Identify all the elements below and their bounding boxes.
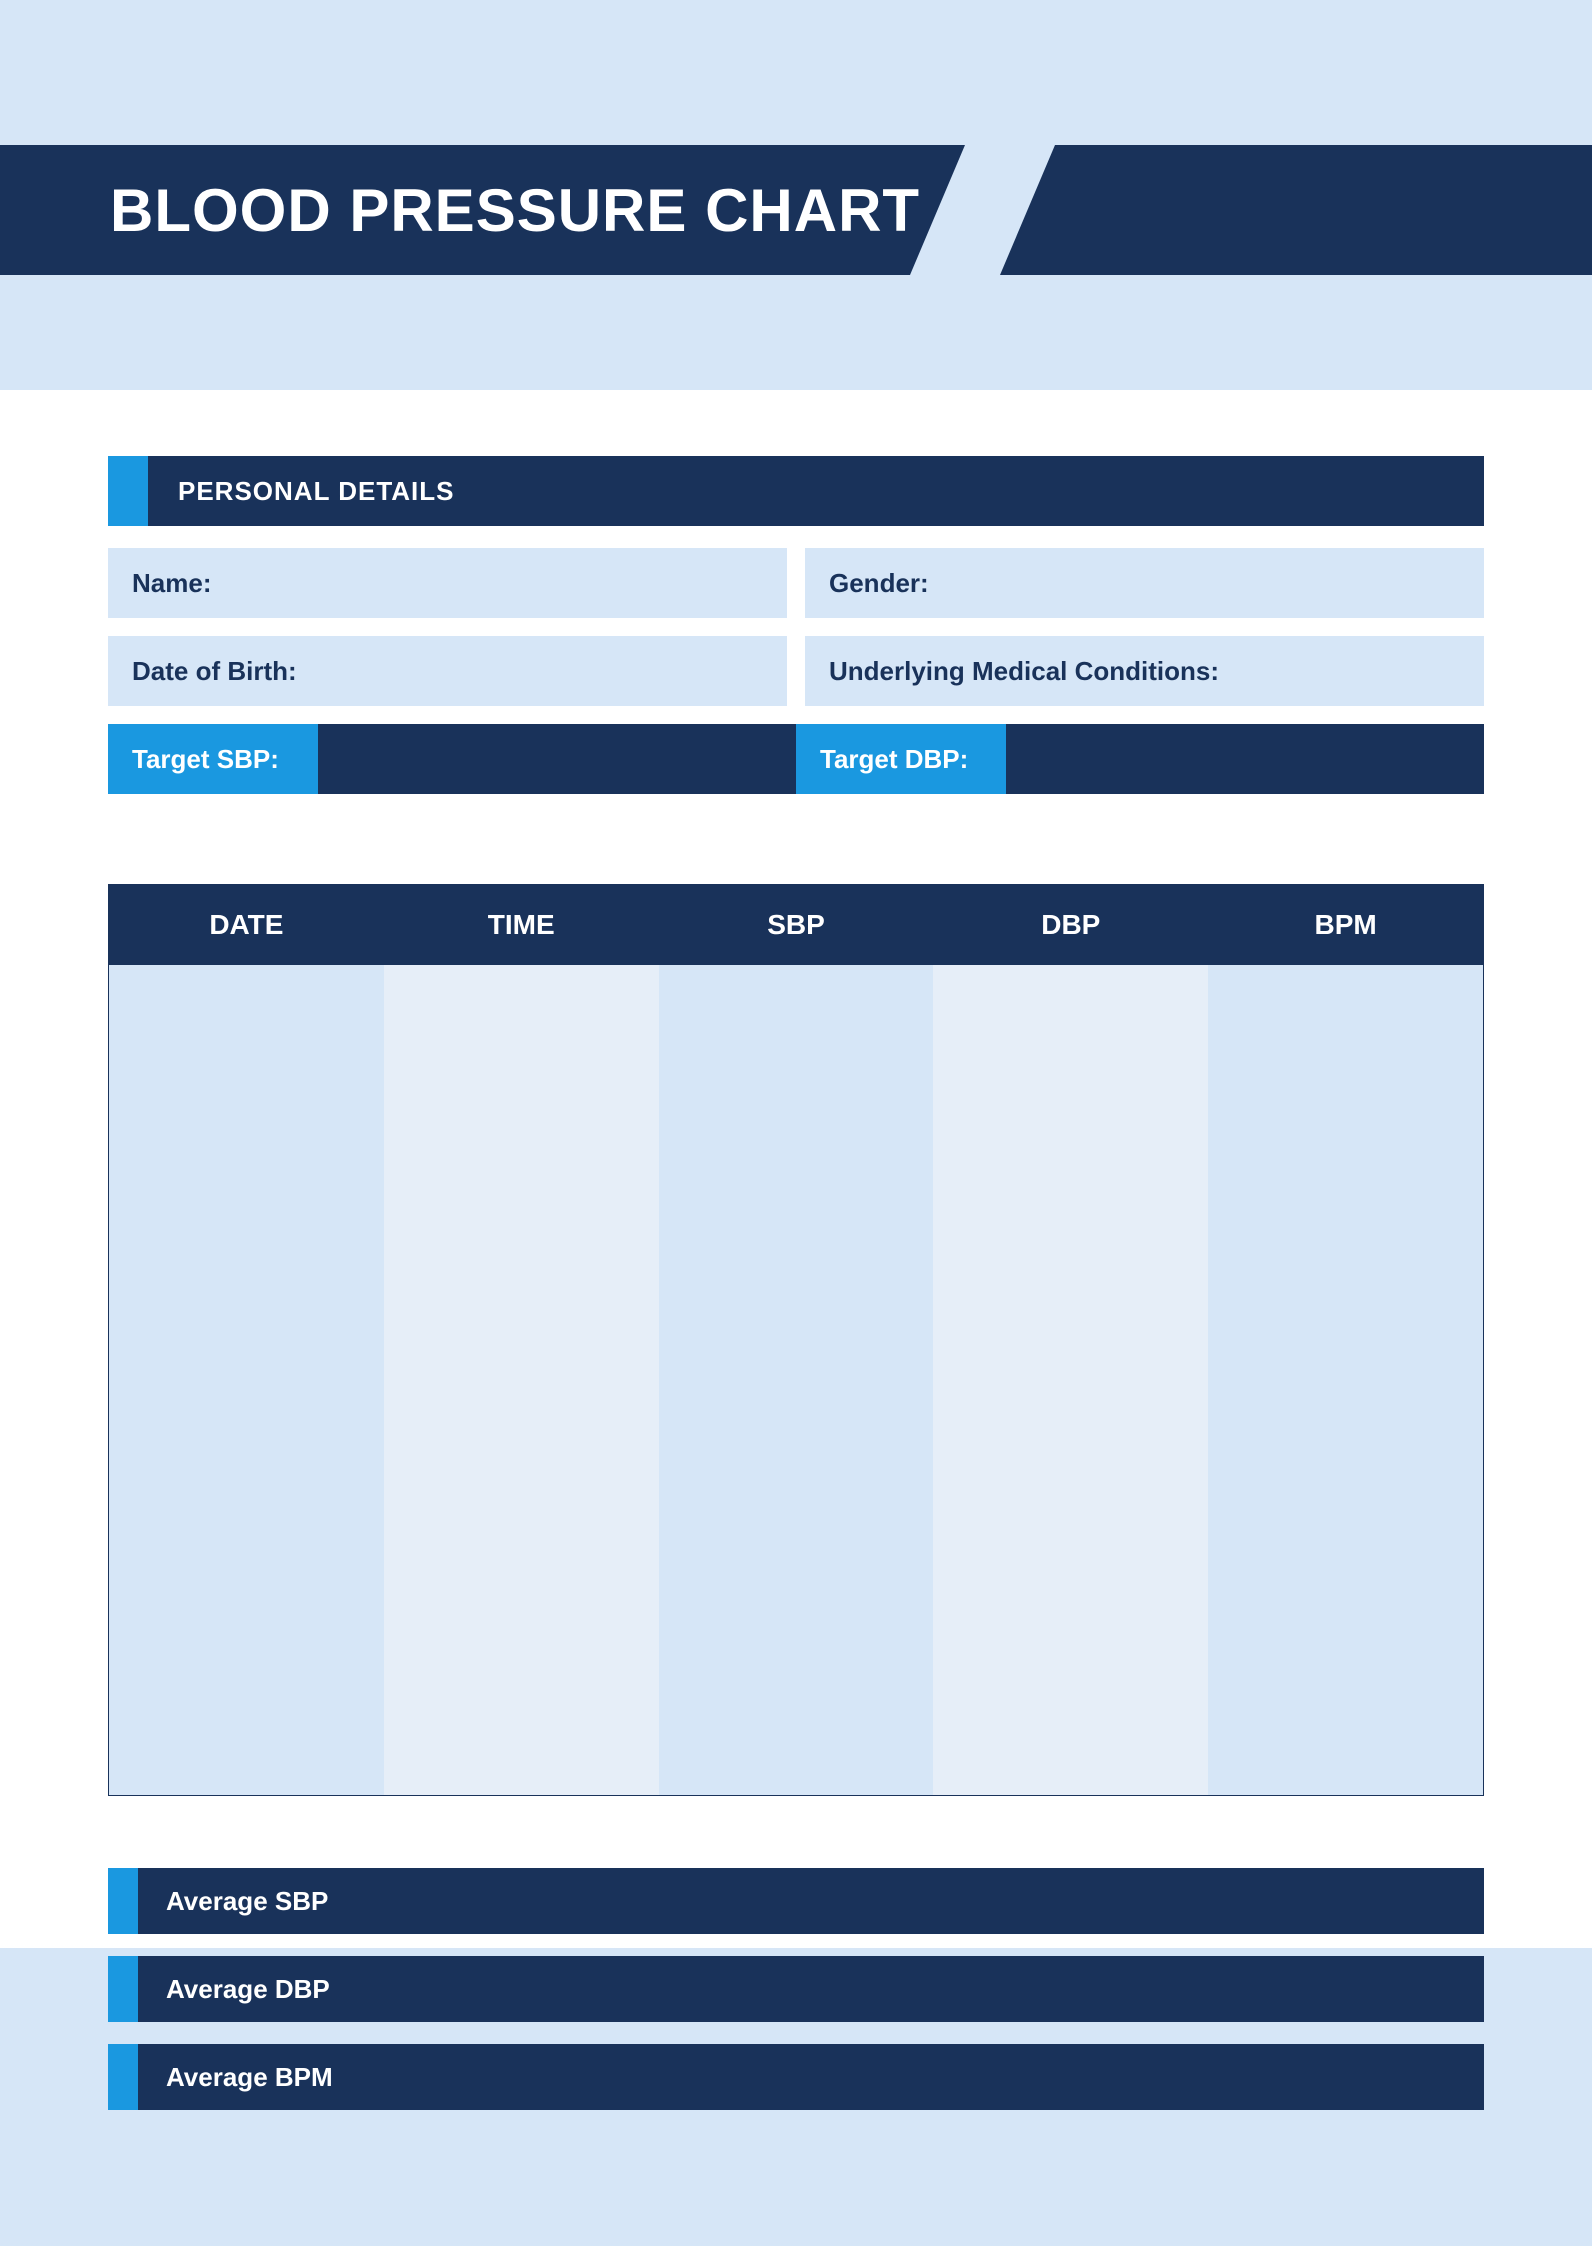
average-dbp-row: Average DBP [108, 1956, 1484, 2022]
targets-row: Target SBP: Target DBP: [108, 724, 1484, 794]
title-bar: BLOOD PRESSURE CHART [0, 145, 1592, 275]
avg-accent [108, 2044, 138, 2110]
log-table: DATE TIME SBP DBP BPM [108, 884, 1484, 1796]
log-col-time[interactable] [384, 965, 659, 1795]
gender-label: Gender: [829, 568, 929, 599]
content-area: PERSONAL DETAILS Name: Gender: Date of B… [108, 456, 1484, 2132]
dob-field[interactable]: Date of Birth: [108, 636, 787, 706]
log-col-bpm[interactable] [1208, 965, 1483, 1795]
name-label: Name: [132, 568, 211, 599]
avg-accent [108, 1956, 138, 2022]
dob-label: Date of Birth: [132, 656, 297, 687]
col-header-time: TIME [384, 885, 659, 965]
average-bpm-label: Average BPM [138, 2044, 1484, 2110]
averages-section: Average SBP Average DBP Average BPM [108, 1868, 1484, 2110]
col-header-dbp: DBP [933, 885, 1208, 965]
title-bar-left: BLOOD PRESSURE CHART [0, 145, 965, 275]
conditions-label: Underlying Medical Conditions: [829, 656, 1219, 687]
conditions-field[interactable]: Underlying Medical Conditions: [805, 636, 1484, 706]
average-sbp-label: Average SBP [138, 1868, 1484, 1934]
personal-details-title: PERSONAL DETAILS [148, 456, 1484, 526]
target-sbp-cell: Target SBP: [108, 724, 796, 794]
average-sbp-row: Average SBP [108, 1868, 1484, 1934]
log-col-sbp[interactable] [659, 965, 934, 1795]
log-body[interactable] [109, 965, 1483, 1795]
col-header-date: DATE [109, 885, 384, 965]
target-dbp-cell: Target DBP: [796, 724, 1484, 794]
col-header-sbp: SBP [659, 885, 934, 965]
target-dbp-label: Target DBP: [796, 724, 1006, 794]
header-accent [108, 456, 148, 526]
target-sbp-label: Target SBP: [108, 724, 318, 794]
log-col-date[interactable] [109, 965, 384, 1795]
target-sbp-value[interactable] [318, 724, 796, 794]
name-field[interactable]: Name: [108, 548, 787, 618]
avg-accent [108, 1868, 138, 1934]
col-header-bpm: BPM [1208, 885, 1483, 965]
log-col-dbp[interactable] [933, 965, 1208, 1795]
average-dbp-label: Average DBP [138, 1956, 1484, 2022]
title-bar-right [1000, 145, 1592, 275]
personal-details-grid: Name: Gender: Date of Birth: Underlying … [108, 548, 1484, 706]
personal-details-header: PERSONAL DETAILS [108, 456, 1484, 526]
log-header-row: DATE TIME SBP DBP BPM [109, 885, 1483, 965]
target-dbp-value[interactable] [1006, 724, 1484, 794]
average-bpm-row: Average BPM [108, 2044, 1484, 2110]
gender-field[interactable]: Gender: [805, 548, 1484, 618]
page-title: BLOOD PRESSURE CHART [110, 176, 920, 245]
